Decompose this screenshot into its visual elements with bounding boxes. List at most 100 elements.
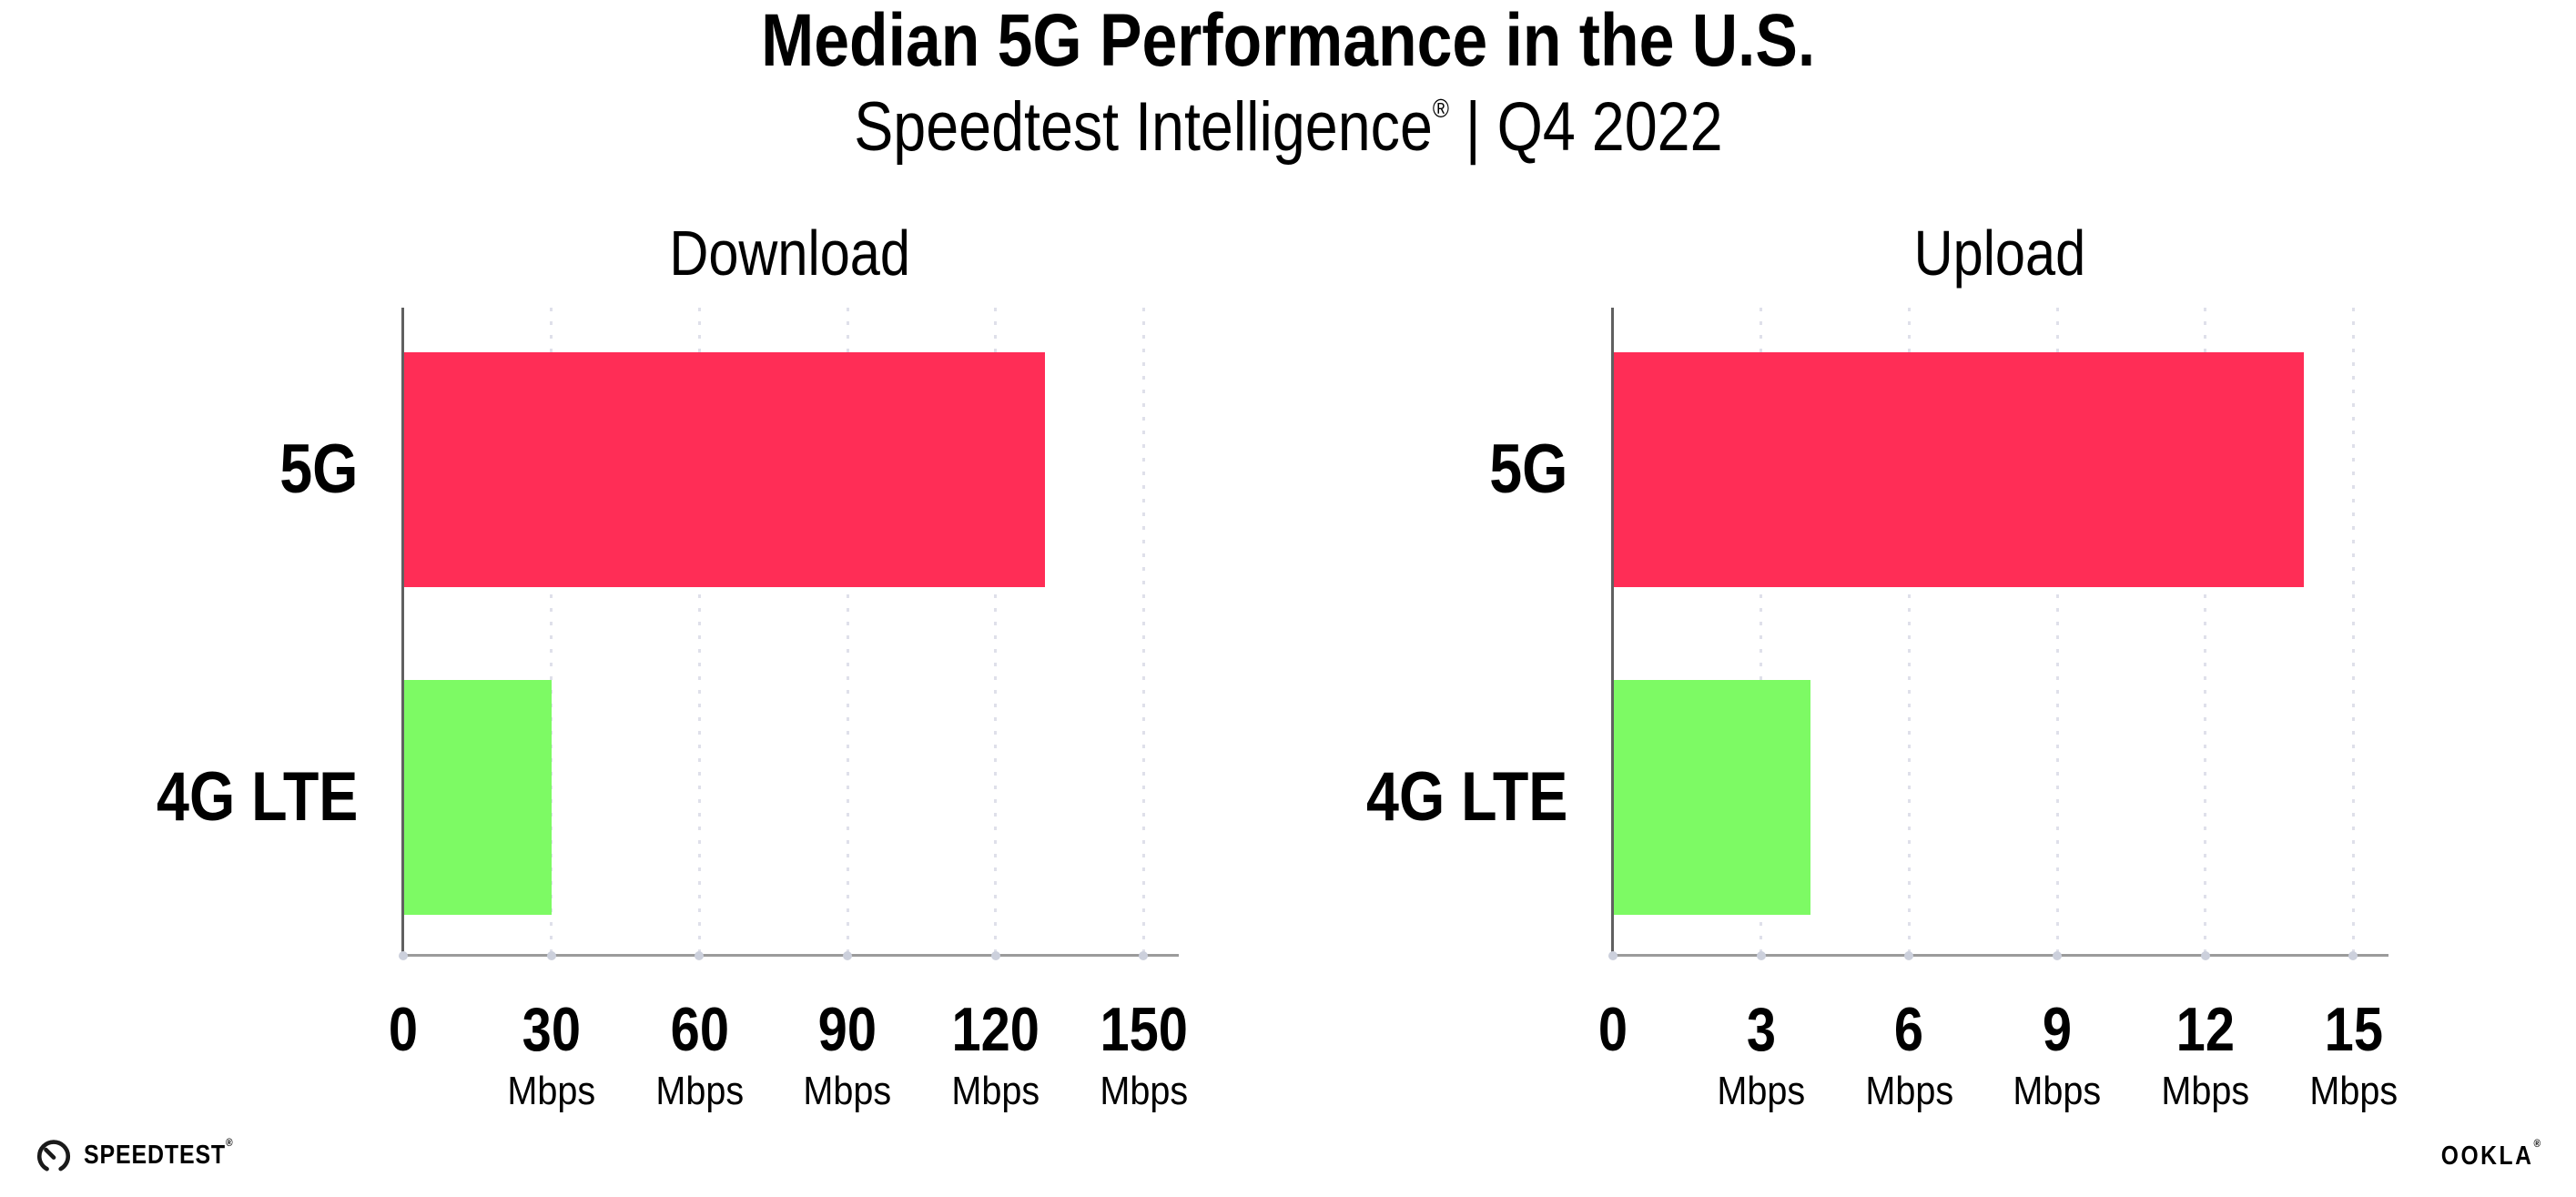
x-tick-unit-text: Mbps [507,1069,596,1113]
gridline-150 [1141,308,1145,954]
x-tick-unit-text: Mbps [951,1069,1040,1113]
x-axis-line [401,954,1179,957]
gridline-15 [2351,308,2355,954]
axis-tick-dot-0 [1608,950,1618,960]
x-tick-unit-text: Mbps [2013,1069,2102,1113]
subtitle-period: | Q4 2022 [1448,88,1723,166]
gridline-90 [846,308,849,954]
category-label-5g: 5G [1176,428,1567,512]
x-tick-label-0: 0 [294,995,512,1064]
category-label-4g-lte: 4G LTE [1176,756,1567,839]
axis-tick-dot-9 [2053,950,2063,960]
category-label-text: 4G LTE [1365,758,1567,837]
x-axis-line [1611,954,2388,957]
x-tick-label-3: 3 [1652,995,1871,1064]
x-tick-unit-text: Mbps [654,1069,744,1113]
axis-tick-dot-3 [1756,950,1766,960]
axis-tick-dot-120 [990,950,1000,960]
gridline-60 [697,308,701,954]
x-tick-number: 90 [817,995,877,1064]
x-tick-unit-3: Mbps [1652,1070,1871,1112]
y-axis-spine [1611,308,1614,956]
x-tick-number: 30 [522,995,581,1064]
axis-tick-dot-30 [546,950,556,960]
chart-title-download: Download [403,218,1177,289]
x-tick-unit-9: Mbps [1948,1070,2166,1112]
chart-title-text: Download [669,218,911,289]
gridline-9 [2055,308,2059,954]
page-subtitle-text: Speedtest Intelligence® | Q4 2022 [854,89,1722,166]
x-tick-number: 9 [2042,995,2073,1064]
axis-tick-dot-15 [2348,950,2358,960]
x-tick-number: 3 [1746,995,1776,1064]
x-tick-unit-6: Mbps [1800,1070,2018,1112]
x-tick-unit-12: Mbps [2096,1070,2315,1112]
page-title: Median 5G Performance in the U.S. [0,0,2576,82]
axis-tick-dot-0 [399,950,408,960]
x-tick-unit-text: Mbps [1099,1069,1188,1113]
gridline-120 [994,308,998,954]
ookla-logo: OOKLA® [2423,1137,2543,1172]
gridline-30 [550,308,553,954]
x-tick-unit-text: Mbps [1864,1069,1953,1113]
ookla-registered-mark: ® [2533,1137,2543,1151]
category-label-text: 5G [279,430,358,508]
x-tick-label-12: 12 [2096,995,2315,1064]
x-tick-unit-text: Mbps [2161,1069,2250,1113]
x-tick-label-30: 30 [442,995,661,1064]
x-tick-label-60: 60 [590,995,808,1064]
x-tick-unit-90: Mbps [738,1070,957,1112]
gridline-3 [1760,308,1763,954]
x-tick-label-15: 15 [2244,995,2462,1064]
x-tick-unit-15: Mbps [2244,1070,2462,1112]
registered-mark: ® [1432,94,1449,124]
x-tick-number: 0 [388,995,419,1064]
bar-4g-lte-download [403,680,552,916]
x-tick-unit-60: Mbps [590,1070,808,1112]
x-tick-label-150: 150 [1034,995,1253,1064]
x-tick-number: 120 [951,995,1040,1064]
axis-tick-dot-90 [843,950,853,960]
gridline-12 [2204,308,2207,954]
x-tick-unit-text: Mbps [1717,1069,1806,1113]
chart-title-text: Upload [1913,218,2086,289]
axis-tick-dot-12 [2200,950,2210,960]
x-tick-label-0: 0 [1504,995,1722,1064]
category-label-text: 5G [1488,430,1567,508]
category-label-text: 4G LTE [156,758,358,837]
page-title-text: Median 5G Performance in the U.S. [760,0,1816,82]
x-tick-unit-120: Mbps [887,1070,1105,1112]
x-tick-number: 15 [2324,995,2383,1064]
x-tick-number: 0 [1597,995,1628,1064]
x-tick-number: 6 [1894,995,1924,1064]
speedtest-logo: SPEEDTEST® [35,1136,258,1174]
x-tick-label-6: 6 [1800,995,2018,1064]
bar-5g-upload [1613,351,2305,587]
bar-5g-download [403,351,1045,587]
category-label-4g-lte: 4G LTE [0,756,358,839]
ookla-wordmark: OOKLA [2441,1141,2534,1171]
axis-tick-dot-60 [695,950,705,960]
speedtest-wordmark: SPEEDTEST® [84,1135,234,1170]
x-tick-unit-150: Mbps [1034,1070,1253,1112]
x-tick-number: 60 [670,995,729,1064]
gridline-6 [1907,308,1911,954]
subtitle-brand: Speedtest Intelligence [853,88,1433,166]
chart-title-upload: Upload [1613,218,2387,289]
x-tick-label-9: 9 [1948,995,2166,1064]
x-tick-number: 150 [1100,995,1188,1064]
x-tick-unit-30: Mbps [442,1070,661,1112]
x-tick-label-120: 120 [887,995,1105,1064]
x-tick-label-90: 90 [738,995,957,1064]
x-tick-unit-text: Mbps [2308,1069,2398,1113]
axis-tick-dot-6 [1904,950,1914,960]
speedtest-registered-mark: ® [226,1135,234,1149]
axis-tick-dot-150 [1139,950,1149,960]
y-axis-spine [401,308,404,956]
category-label-5g: 5G [0,428,358,512]
bar-4g-lte-upload [1613,680,1810,916]
page-subtitle: Speedtest Intelligence® | Q4 2022 [0,89,2576,166]
x-tick-number: 12 [2175,995,2235,1064]
